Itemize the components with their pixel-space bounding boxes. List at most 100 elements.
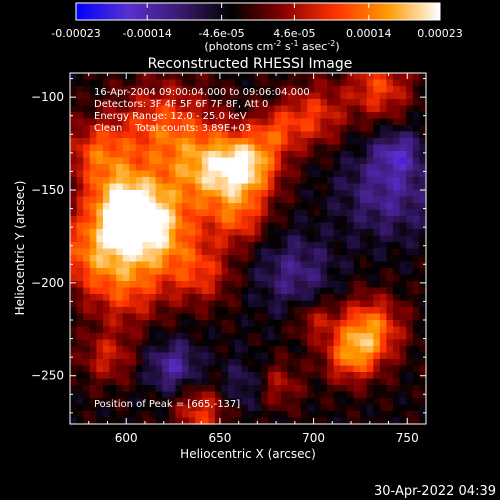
heatmap-cell: [83, 287, 91, 295]
heatmap-cell: [76, 190, 84, 198]
heatmap-cell: [155, 255, 163, 263]
heatmap-cell: [254, 274, 262, 282]
heatmap-cell: [366, 138, 374, 146]
heatmap-cell: [307, 164, 315, 172]
heatmap-cell: [76, 92, 84, 100]
heatmap-cell: [89, 391, 97, 399]
heatmap-cell: [142, 164, 150, 172]
heatmap-cell: [360, 131, 368, 139]
heatmap-cell: [201, 274, 210, 282]
heatmap-cell: [366, 313, 374, 321]
heatmap-cell: [162, 92, 170, 100]
heatmap-cell: [83, 222, 91, 230]
heatmap-cell: [307, 216, 315, 224]
heatmap-cell: [366, 209, 374, 217]
heatmap-cell: [109, 352, 117, 360]
heatmap-cell: [89, 398, 97, 406]
heatmap-cell: [116, 131, 124, 139]
heatmap-cell: [182, 144, 190, 152]
heatmap-cell: [393, 320, 401, 328]
heatmap-cell: [116, 79, 124, 87]
heatmap-cell: [129, 385, 137, 393]
heatmap-cell: [300, 235, 308, 243]
heatmap-cell: [76, 151, 84, 159]
heatmap-cell: [307, 183, 315, 191]
heatmap-cell: [406, 73, 414, 81]
heatmap-cell: [393, 404, 401, 412]
heatmap-cell: [188, 326, 196, 334]
heatmap-cell: [76, 417, 84, 425]
heatmap-cell: [149, 118, 157, 126]
heatmap-cell: [234, 346, 242, 354]
heatmap-cell: [333, 255, 341, 263]
heatmap-cell: [221, 105, 229, 113]
heatmap-cell: [366, 92, 374, 100]
heatmap-cell: [155, 235, 163, 243]
heatmap-cell: [300, 118, 308, 126]
heatmap-cell: [149, 131, 157, 139]
heatmap-cell: [70, 105, 78, 113]
heatmap-cell: [122, 125, 130, 133]
heatmap-cell: [340, 222, 348, 230]
heatmap-cell: [175, 398, 183, 406]
heatmap-cell: [129, 164, 137, 172]
heatmap-cell: [208, 261, 216, 269]
heatmap-cell: [412, 222, 420, 230]
heatmap-cell: [327, 190, 335, 198]
heatmap-cell: [96, 287, 104, 295]
heatmap-cell: [89, 320, 97, 328]
heatmap-cell: [168, 372, 177, 380]
heatmap-cell: [320, 183, 328, 191]
heatmap-cell: [76, 365, 84, 373]
heatmap-cell: [89, 372, 97, 380]
heatmap-cell: [221, 209, 229, 217]
heatmap-cell: [83, 170, 91, 178]
heatmap-cell: [168, 352, 177, 360]
heatmap-cell: [373, 372, 381, 380]
heatmap-cell: [228, 125, 236, 133]
heatmap-cell: [360, 346, 368, 354]
heatmap-cell: [307, 333, 315, 341]
heatmap-cell: [135, 229, 144, 237]
heatmap-cell: [129, 261, 137, 269]
heatmap-cell: [135, 385, 144, 393]
heatmap-cell: [221, 164, 229, 172]
heatmap-cell: [96, 242, 104, 250]
heatmap-cell: [234, 352, 242, 360]
heatmap-cell: [102, 326, 111, 334]
heatmap-cell: [366, 112, 374, 120]
heatmap-cell: [333, 333, 341, 341]
heatmap-cell: [116, 196, 124, 204]
heatmap-cell: [83, 352, 91, 360]
heatmap-cell: [83, 203, 91, 211]
heatmap-cell: [373, 170, 381, 178]
heatmap-cell: [89, 164, 97, 172]
annotation-time-range: 16-Apr-2004 09:00:04.000 to 09:06:04.000: [94, 87, 310, 98]
heatmap-cell: [294, 378, 302, 386]
heatmap-cell: [327, 300, 335, 308]
heatmap-cell: [267, 164, 275, 172]
heatmap-cell: [122, 352, 130, 360]
colorbar-tick-label: 0.00023: [417, 27, 463, 40]
heatmap-cell: [320, 235, 328, 243]
heatmap-cell: [267, 151, 275, 159]
heatmap-cell: [155, 294, 163, 302]
heatmap-cell: [307, 352, 315, 360]
heatmap-cell: [96, 339, 104, 347]
heatmap-cell: [241, 196, 249, 204]
heatmap-cell: [399, 365, 407, 373]
heatmap-cell: [320, 164, 328, 172]
heatmap-cell: [360, 411, 368, 419]
heatmap-cell: [70, 300, 78, 308]
heatmap-cell: [109, 287, 117, 295]
heatmap-cell: [280, 229, 289, 237]
heatmap-cell: [175, 320, 183, 328]
heatmap-cell: [373, 333, 381, 341]
heatmap-cell: [280, 203, 289, 211]
heatmap-cell: [83, 261, 91, 269]
heatmap-cell: [280, 391, 289, 399]
heatmap-cell: [307, 79, 315, 87]
heatmap-cell: [280, 99, 289, 107]
heatmap-cell: [135, 235, 144, 243]
heatmap-cell: [274, 229, 282, 237]
